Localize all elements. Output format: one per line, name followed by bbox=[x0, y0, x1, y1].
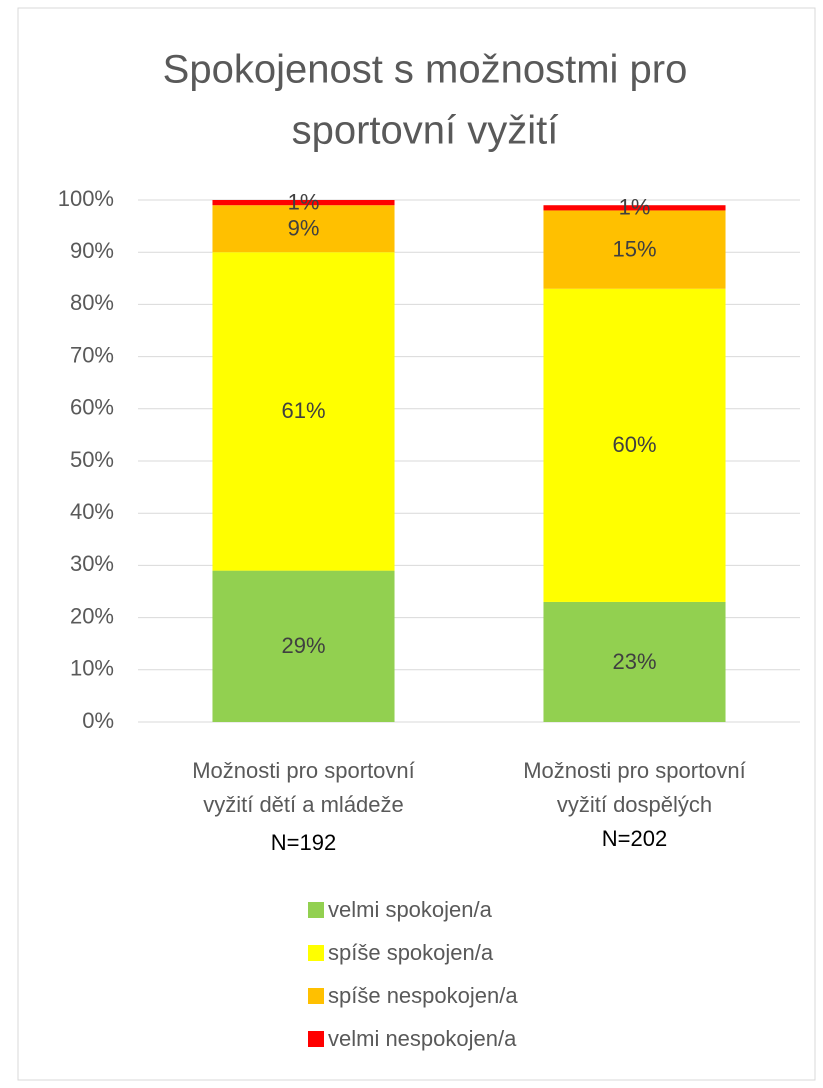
y-tick-label: 70% bbox=[70, 342, 114, 367]
data-label: 9% bbox=[288, 216, 320, 241]
x-tick-label: vyžití dospělých bbox=[557, 792, 712, 817]
y-tick-label: 10% bbox=[70, 656, 114, 681]
legend-swatch bbox=[308, 1031, 324, 1047]
data-label: 1% bbox=[288, 189, 320, 214]
y-tick-label: 40% bbox=[70, 499, 114, 524]
y-tick-label: 100% bbox=[58, 186, 114, 211]
data-label: 1% bbox=[619, 195, 651, 220]
y-tick-label: 50% bbox=[70, 447, 114, 472]
y-tick-label: 90% bbox=[70, 238, 114, 263]
data-label: 61% bbox=[281, 398, 325, 423]
category-note: N=202 bbox=[602, 826, 667, 851]
legend-swatch bbox=[308, 945, 324, 961]
bar-segment bbox=[543, 601, 726, 722]
y-tick-label: 30% bbox=[70, 551, 114, 576]
legend-swatch bbox=[308, 902, 324, 918]
y-tick-label: 60% bbox=[70, 395, 114, 420]
legend-label: velmi spokojen/a bbox=[328, 897, 493, 922]
bar-segment bbox=[212, 570, 395, 722]
chart-title: Spokojenost s možnostmi pro bbox=[163, 48, 688, 92]
bar-segment bbox=[543, 288, 726, 602]
data-label: 15% bbox=[612, 236, 656, 261]
x-tick-label: vyžití dětí a mládeže bbox=[203, 792, 404, 817]
bar-segment bbox=[212, 252, 395, 571]
y-tick-label: 20% bbox=[70, 603, 114, 628]
chart-title: sportovní vyžití bbox=[292, 109, 559, 153]
bar-segment bbox=[543, 205, 726, 211]
data-label: 29% bbox=[281, 633, 325, 658]
bar-segment bbox=[212, 200, 395, 206]
category-note: N=192 bbox=[271, 830, 336, 855]
legend-label: velmi nespokojen/a bbox=[328, 1026, 517, 1051]
x-tick-label: Možnosti pro sportovní bbox=[192, 758, 415, 783]
data-label: 60% bbox=[612, 432, 656, 457]
y-tick-label: 0% bbox=[82, 708, 114, 733]
legend-label: spíše nespokojen/a bbox=[328, 983, 518, 1008]
y-tick-label: 80% bbox=[70, 290, 114, 315]
legend-swatch bbox=[308, 988, 324, 1004]
legend-label: spíše spokojen/a bbox=[328, 940, 494, 965]
bar-segment bbox=[543, 210, 726, 289]
data-label: 23% bbox=[612, 649, 656, 674]
x-tick-label: Možnosti pro sportovní bbox=[523, 758, 746, 783]
bar-segment bbox=[212, 205, 395, 253]
